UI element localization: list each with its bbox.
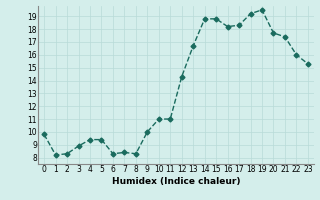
X-axis label: Humidex (Indice chaleur): Humidex (Indice chaleur) [112,177,240,186]
